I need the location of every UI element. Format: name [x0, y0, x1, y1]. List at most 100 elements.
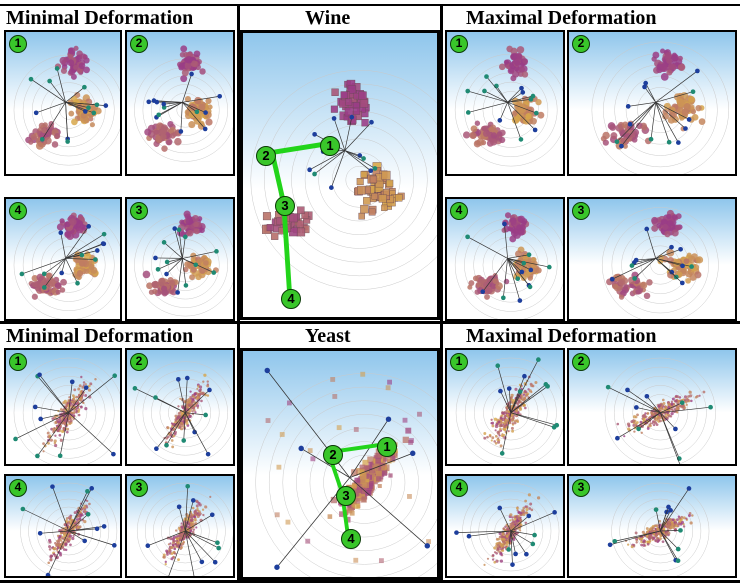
wine-max-view-2[interactable]: 2	[567, 30, 737, 176]
sample-point	[36, 273, 44, 282]
wine-anchor-point	[518, 137, 524, 142]
sample-point	[640, 543, 643, 547]
sample-point	[499, 444, 503, 448]
yeast-sample-square	[375, 453, 382, 459]
wine-min-view-3[interactable]: 4	[4, 197, 122, 321]
yeast-max-view-3[interactable]: 4	[445, 474, 565, 578]
sample-point	[164, 563, 167, 566]
yeast-outlier-square	[385, 385, 391, 391]
yeast-anchor-point	[673, 426, 678, 432]
sample-point	[504, 212, 512, 219]
yeast-sample-square	[377, 484, 382, 489]
wine-main-view[interactable]: 1 2 3 4	[240, 30, 440, 320]
wine-min-view-2[interactable]: 2	[125, 30, 235, 176]
sample-point	[517, 215, 525, 223]
sample-point	[691, 253, 698, 260]
yeast-outlier-square	[307, 448, 313, 454]
sample-point	[58, 418, 62, 421]
wine-max-view-3[interactable]: 4	[445, 197, 565, 321]
wine-sample-square	[395, 194, 403, 202]
sample-point	[657, 417, 661, 421]
sample-point	[66, 427, 70, 431]
wine-anchor-point	[33, 110, 39, 116]
yeast-path-marker-4[interactable]: 4	[341, 529, 361, 549]
sample-point	[52, 552, 56, 556]
yeast-max-view-1[interactable]: 1	[445, 348, 565, 466]
sample-point	[666, 410, 670, 414]
sample-point	[166, 435, 170, 439]
yeast-max-view-4[interactable]: 3	[567, 474, 737, 578]
sample-point	[501, 549, 505, 552]
sample-point	[685, 403, 688, 406]
sample-point	[493, 417, 498, 421]
sample-point	[666, 213, 672, 220]
wine-max-view-4[interactable]: 3	[567, 197, 737, 321]
sample-point	[142, 270, 151, 279]
sample-point	[529, 117, 537, 125]
yeast-anchor-point	[612, 538, 618, 544]
wine-min-view-4[interactable]: 3	[125, 197, 235, 321]
sample-point	[515, 250, 523, 258]
yeast-main-view[interactable]: 1 2 3 4	[240, 348, 440, 580]
sample-point	[674, 399, 678, 403]
wine-anchor-point	[47, 78, 52, 84]
sample-point	[658, 519, 662, 523]
wine-path-marker-3[interactable]: 3	[275, 196, 295, 216]
yeast-max-view-2[interactable]: 2	[567, 348, 737, 466]
wine-path-marker-1[interactable]: 1	[320, 136, 340, 156]
wine-sample-square	[357, 185, 366, 195]
embedding-plot	[569, 350, 735, 464]
wine-anchor-point	[520, 90, 526, 95]
sample-point	[675, 518, 679, 522]
wine-anchor-point	[178, 129, 184, 134]
sample-point	[206, 380, 209, 383]
sample-point	[44, 136, 52, 145]
wine-sample-square	[369, 175, 378, 184]
embedding-plot	[447, 350, 563, 464]
sample-point	[190, 60, 198, 67]
yeast-sample-square	[359, 464, 366, 471]
wine-sample-square	[271, 232, 279, 240]
sample-point	[516, 46, 525, 54]
yeast-min-view-2[interactable]: 2	[125, 348, 235, 466]
sample-point	[522, 398, 526, 402]
yeast-anchor-point	[89, 486, 95, 491]
wine-anchor-point	[83, 109, 88, 114]
sample-point	[677, 522, 681, 526]
yeast-main-plot	[243, 351, 437, 577]
yeast-sample-square	[360, 478, 367, 485]
yeast-sample-square	[376, 476, 382, 482]
wine-path-marker-4[interactable]: 4	[281, 289, 301, 309]
sample-point	[651, 413, 654, 416]
wine-max-view-1[interactable]: 1	[445, 30, 565, 176]
sample-point	[179, 397, 182, 400]
yeast-anchor-point	[466, 533, 472, 539]
yeast-min-view-3[interactable]: 4	[4, 474, 122, 578]
wine-min-view-1[interactable]: 1	[4, 30, 122, 176]
sample-point	[89, 122, 95, 128]
yeast-min-view-1[interactable]: 1	[4, 348, 122, 466]
sample-point	[69, 218, 77, 226]
sample-point	[510, 426, 514, 430]
yeast-min-view-4[interactable]: 3	[125, 474, 235, 578]
sample-point	[517, 514, 521, 518]
wine-anchor-point	[669, 269, 675, 275]
sample-point	[178, 62, 185, 70]
wine-sample-square	[381, 204, 388, 212]
wine-anchor-point	[521, 260, 527, 266]
yeast-path-marker-1[interactable]: 1	[377, 437, 397, 457]
wine-anchor-point	[58, 230, 64, 236]
yeast-path-marker-2[interactable]: 2	[323, 445, 343, 465]
yeast-anchor-point	[513, 551, 518, 557]
sample-point	[75, 518, 79, 521]
sample-point	[623, 435, 626, 438]
sample-point	[522, 403, 526, 407]
wine-path-marker-2[interactable]: 2	[256, 146, 276, 166]
sample-point	[642, 417, 646, 421]
sample-point	[166, 426, 170, 430]
sample-point	[507, 430, 510, 433]
yeast-anchor-point	[181, 438, 187, 443]
yeast-path-marker-3[interactable]: 3	[336, 486, 356, 506]
sample-point	[511, 429, 515, 433]
sample-point	[82, 381, 86, 384]
